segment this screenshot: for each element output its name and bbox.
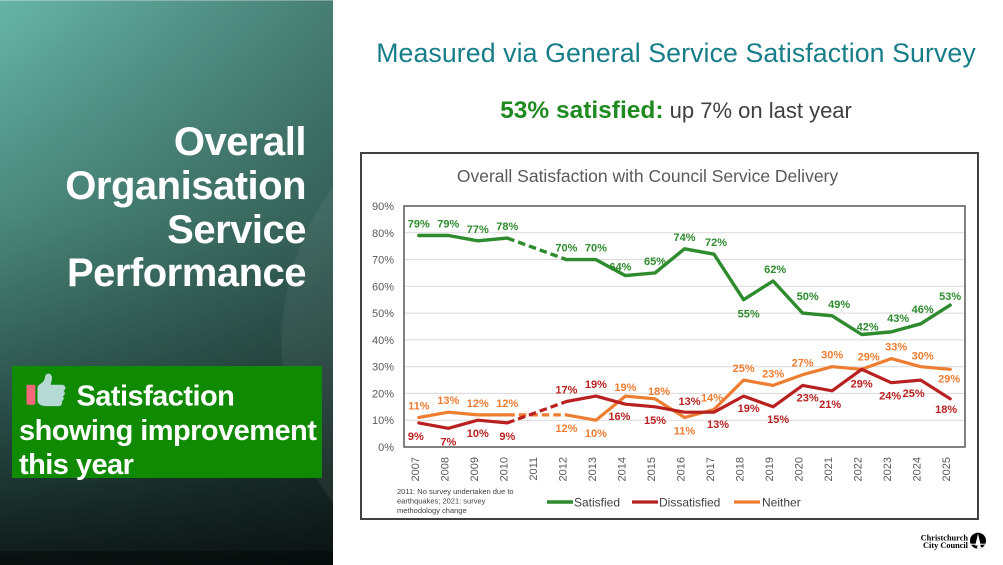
svg-text:55%: 55% (738, 309, 760, 321)
svg-text:12%: 12% (555, 423, 577, 435)
svg-text:30%: 30% (821, 350, 843, 362)
svg-text:2017: 2017 (705, 457, 717, 481)
svg-text:2007: 2007 (410, 457, 422, 481)
svg-text:79%: 79% (437, 219, 459, 231)
svg-text:30%: 30% (912, 351, 934, 363)
svg-text:70%: 70% (372, 255, 394, 267)
svg-text:earthquakes; 2021: survey: earthquakes; 2021: survey (397, 497, 486, 506)
svg-text:10%: 10% (372, 415, 394, 427)
svg-text:21%: 21% (819, 399, 841, 411)
svg-text:2011: 2011 (528, 457, 540, 481)
svg-text:12%: 12% (467, 398, 489, 410)
svg-text:2019: 2019 (764, 457, 776, 481)
svg-text:33%: 33% (885, 342, 907, 354)
svg-text:20%: 20% (372, 388, 394, 400)
svg-text:29%: 29% (938, 373, 960, 385)
svg-text:64%: 64% (609, 262, 631, 274)
svg-text:78%: 78% (496, 221, 518, 233)
svg-text:2014: 2014 (616, 457, 628, 481)
svg-text:9%: 9% (499, 431, 515, 443)
svg-text:Dissatisfied: Dissatisfied (659, 496, 720, 510)
svg-text:25%: 25% (733, 363, 755, 375)
svg-text:15%: 15% (644, 415, 666, 427)
svg-text:50%: 50% (797, 291, 819, 303)
svg-text:2008: 2008 (439, 457, 451, 481)
svg-text:13%: 13% (678, 396, 700, 408)
svg-text:15%: 15% (767, 414, 789, 426)
svg-text:10%: 10% (585, 428, 607, 440)
svg-text:2010: 2010 (498, 457, 510, 481)
svg-text:77%: 77% (467, 224, 489, 236)
svg-text:2022: 2022 (853, 457, 865, 481)
svg-text:29%: 29% (851, 378, 873, 390)
svg-text:27%: 27% (792, 358, 814, 370)
svg-text:Overall Satisfaction with Coun: Overall Satisfaction with Council Servic… (457, 166, 838, 186)
svg-text:City Council: City Council (923, 541, 969, 550)
svg-text:40%: 40% (372, 335, 394, 347)
svg-text:0%: 0% (378, 442, 394, 454)
svg-text:42%: 42% (857, 322, 879, 334)
svg-text:23%: 23% (762, 368, 784, 380)
svg-text:50%: 50% (372, 308, 394, 320)
svg-text:25%: 25% (903, 388, 925, 400)
svg-text:2018: 2018 (735, 457, 747, 481)
svg-text:53%: 53% (939, 291, 961, 303)
svg-text:62%: 62% (764, 264, 786, 276)
svg-text:2025: 2025 (941, 457, 953, 481)
svg-text:2021: 2021 (823, 457, 835, 481)
svg-text:2024: 2024 (912, 457, 924, 481)
svg-text:18%: 18% (935, 404, 957, 416)
svg-text:74%: 74% (673, 232, 695, 244)
svg-text:2023: 2023 (882, 457, 894, 481)
svg-text:72%: 72% (705, 237, 727, 249)
svg-text:2013: 2013 (587, 457, 599, 481)
svg-text:19%: 19% (585, 379, 607, 391)
svg-text:11%: 11% (408, 401, 430, 413)
svg-text:17%: 17% (555, 385, 577, 397)
svg-text:49%: 49% (828, 299, 850, 311)
svg-text:70%: 70% (555, 243, 577, 255)
svg-text:70%: 70% (585, 243, 607, 255)
svg-text:2012: 2012 (557, 457, 569, 481)
svg-text:2020: 2020 (794, 457, 806, 481)
svg-text:2016: 2016 (676, 457, 688, 481)
svg-text:90%: 90% (372, 201, 394, 213)
svg-text:60%: 60% (372, 281, 394, 293)
svg-text:23%: 23% (797, 392, 819, 404)
svg-text:19%: 19% (738, 403, 760, 415)
svg-text:2011: No survey undertaken due: 2011: No survey undertaken due to (397, 487, 514, 496)
svg-text:30%: 30% (372, 362, 394, 374)
svg-text:43%: 43% (887, 313, 909, 325)
svg-text:65%: 65% (644, 256, 666, 268)
svg-text:2009: 2009 (469, 457, 481, 481)
svg-text:29%: 29% (858, 351, 880, 363)
svg-text:18%: 18% (648, 386, 670, 398)
svg-text:80%: 80% (372, 228, 394, 240)
svg-text:11%: 11% (674, 426, 696, 438)
svg-text:24%: 24% (879, 391, 901, 403)
svg-text:9%: 9% (408, 431, 424, 443)
svg-text:7%: 7% (440, 436, 456, 448)
svg-text:2015: 2015 (646, 457, 658, 481)
svg-text:Neither: Neither (762, 496, 801, 510)
svg-text:16%: 16% (608, 411, 630, 423)
svg-text:46%: 46% (912, 304, 934, 316)
svg-text:methodology change: methodology change (397, 506, 467, 515)
svg-text:13%: 13% (707, 419, 729, 431)
svg-text:19%: 19% (614, 382, 636, 394)
svg-text:10%: 10% (467, 428, 489, 440)
svg-text:79%: 79% (408, 219, 430, 231)
svg-text:14%: 14% (701, 393, 723, 405)
svg-text:Christchurch: Christchurch (921, 534, 969, 543)
svg-text:Satisfied: Satisfied (574, 496, 620, 510)
svg-text:12%: 12% (496, 398, 518, 410)
svg-text:13%: 13% (437, 395, 459, 407)
